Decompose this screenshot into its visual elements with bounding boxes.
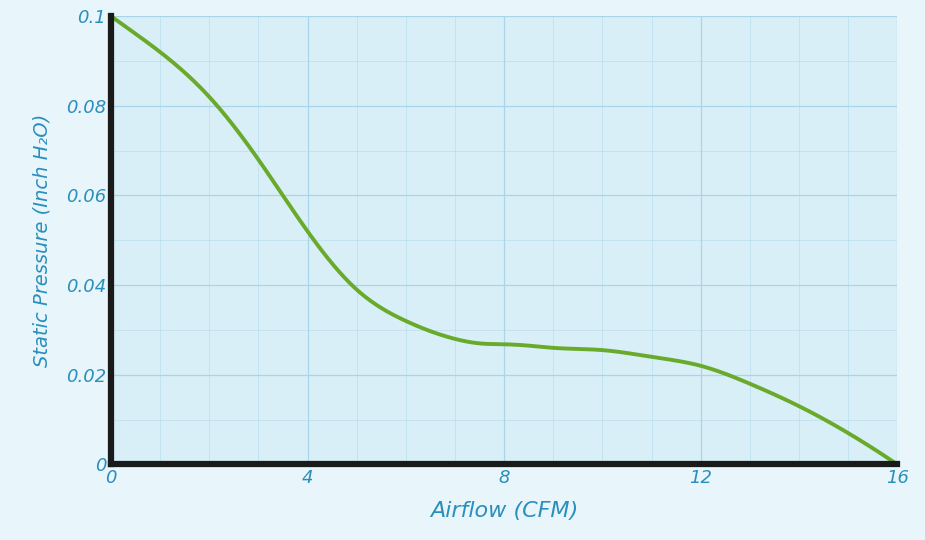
Y-axis label: Static Pressure (Inch H₂O): Static Pressure (Inch H₂O) [33,114,52,367]
X-axis label: Airflow (CFM): Airflow (CFM) [430,501,578,521]
